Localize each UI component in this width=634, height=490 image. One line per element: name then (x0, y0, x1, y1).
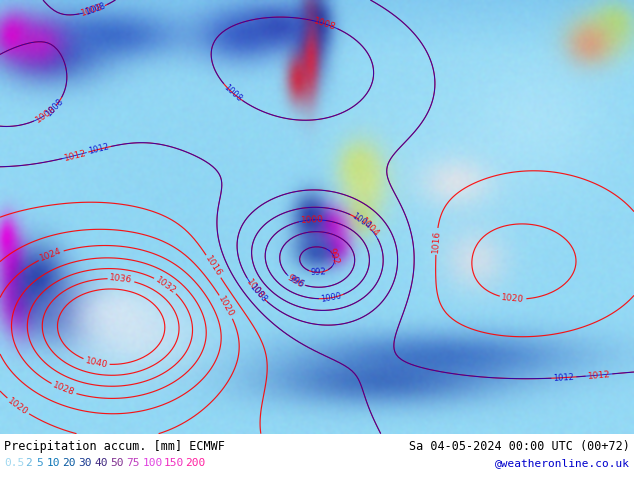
Text: 996: 996 (285, 272, 305, 289)
Text: 1040: 1040 (84, 356, 108, 369)
Text: 200: 200 (186, 458, 206, 468)
Text: 1016: 1016 (204, 254, 224, 278)
Text: 150: 150 (164, 458, 184, 468)
Text: 10: 10 (46, 458, 60, 468)
Text: 100: 100 (143, 458, 163, 468)
Text: 5: 5 (36, 458, 42, 468)
Text: 1020: 1020 (501, 293, 525, 304)
Text: Precipitation accum. [mm] ECMWF: Precipitation accum. [mm] ECMWF (4, 440, 225, 453)
Text: 1012: 1012 (587, 369, 611, 381)
Text: 1004: 1004 (350, 211, 372, 231)
Text: @weatheronline.co.uk: @weatheronline.co.uk (495, 458, 630, 468)
Text: 1012: 1012 (87, 143, 110, 156)
Text: 996: 996 (287, 274, 306, 290)
Text: 1020: 1020 (217, 294, 236, 319)
Text: 1008: 1008 (34, 104, 58, 125)
Text: 40: 40 (94, 458, 108, 468)
Text: 1008: 1008 (248, 282, 268, 304)
Text: 1000: 1000 (301, 215, 324, 225)
Text: 1012: 1012 (553, 372, 574, 383)
Text: 1008: 1008 (80, 2, 105, 18)
Text: 992: 992 (327, 247, 341, 266)
Text: 75: 75 (127, 458, 140, 468)
Text: 0.5: 0.5 (4, 458, 24, 468)
Text: 30: 30 (79, 458, 92, 468)
Text: 2: 2 (25, 458, 32, 468)
Text: 1008: 1008 (244, 277, 266, 301)
Text: 1008: 1008 (222, 82, 243, 103)
Text: 1008: 1008 (44, 97, 65, 118)
Text: 1028: 1028 (51, 381, 76, 398)
Text: 1024: 1024 (39, 247, 63, 263)
Text: 1020: 1020 (6, 396, 30, 416)
Text: 992: 992 (311, 268, 327, 277)
Text: 1016: 1016 (431, 229, 442, 253)
Text: 1004: 1004 (358, 217, 381, 239)
Text: 1032: 1032 (153, 275, 178, 295)
Text: 20: 20 (63, 458, 76, 468)
Text: 1008: 1008 (84, 1, 107, 17)
Text: 1008: 1008 (313, 16, 337, 32)
Text: 1036: 1036 (109, 273, 133, 285)
Text: 1012: 1012 (63, 148, 87, 163)
Text: Sa 04-05-2024 00:00 UTC (00+72): Sa 04-05-2024 00:00 UTC (00+72) (409, 440, 630, 453)
Text: 1000: 1000 (320, 292, 342, 304)
Text: 50: 50 (110, 458, 124, 468)
